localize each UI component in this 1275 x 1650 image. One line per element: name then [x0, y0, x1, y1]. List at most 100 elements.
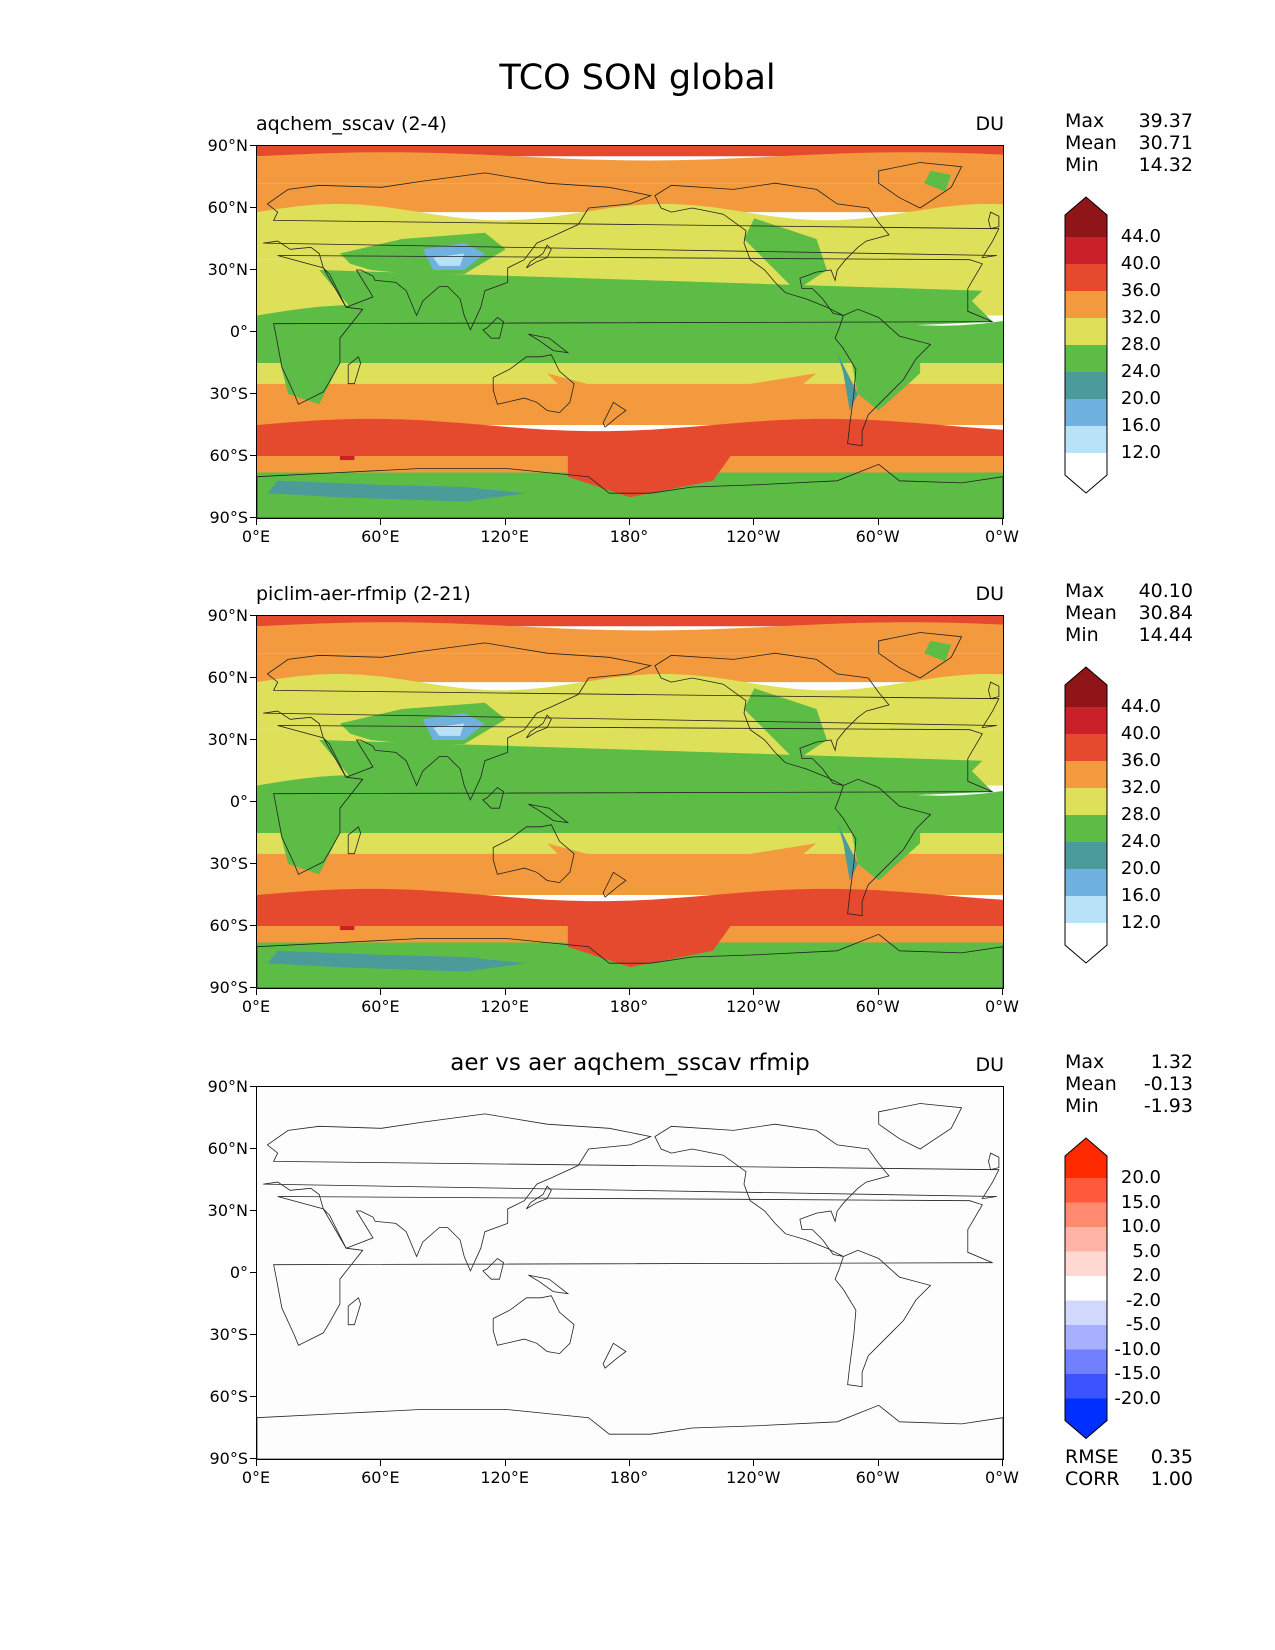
lat-tick-mark	[250, 1086, 256, 1087]
coastline-northamerica	[654, 652, 890, 786]
lon-tick-label: 60°E	[361, 527, 400, 546]
colorbar-segment	[1065, 1374, 1107, 1399]
colorbar-extend-min	[1065, 923, 1107, 963]
region-southern-max	[339, 456, 355, 461]
units-label: DU	[975, 583, 1004, 605]
colorbar-segment	[1065, 399, 1107, 427]
coastline-japan	[526, 1185, 552, 1210]
lat-tick-label: 60°N	[207, 198, 248, 217]
colorbar-extend-max	[1065, 1138, 1107, 1178]
coastline-southamerica	[834, 778, 932, 917]
units-label: DU	[975, 113, 1004, 135]
region-africa	[277, 270, 993, 405]
colorbar-segment	[1065, 869, 1107, 897]
coastline-southamerica	[834, 1249, 932, 1388]
map-plot[interactable]	[256, 615, 1004, 989]
colorbar-segment	[1065, 1227, 1107, 1252]
map-plot[interactable]	[256, 145, 1004, 519]
lon-tick-mark	[629, 1460, 630, 1466]
stat-max-label: Max	[1065, 580, 1105, 602]
colorbar-segment	[1065, 1178, 1107, 1203]
stat-mean-value: -0.13	[1143, 1073, 1193, 1095]
lat-tick-mark	[250, 925, 256, 926]
lon-tick-mark	[380, 989, 382, 995]
stat-max-value: 39.37	[1138, 110, 1193, 132]
lat-tick-mark	[250, 863, 256, 864]
coastline-newguinea	[528, 803, 570, 824]
region-ross-sea	[567, 921, 734, 968]
coastline-newzealand	[602, 401, 627, 428]
lat-tick-label: 30°S	[209, 854, 248, 873]
colorbar-graphic	[1064, 666, 1108, 964]
lat-tick-label: 60°N	[207, 668, 248, 687]
lat-tick-label: 90°S	[209, 1449, 248, 1468]
coastline-newzealand	[602, 1342, 627, 1369]
colorbar-tick-label: 12.0	[1120, 442, 1161, 463]
stat-max-label: Max	[1065, 110, 1105, 132]
panel-aqchem-sscav: aqchem_sscav (2-4) DU 90°N 60°N 30°N 0° 30°S…	[0, 110, 1275, 575]
colorbar-extend-max	[1065, 197, 1107, 237]
coastline-eurasia	[263, 642, 1000, 801]
lon-tick-mark	[380, 519, 382, 525]
colorbar-extend-min	[1065, 1398, 1107, 1439]
colorbar-segment	[1065, 426, 1107, 454]
lat-tick-mark	[250, 517, 256, 518]
lon-tick-label: 120°W	[726, 1468, 781, 1487]
lat-tick-mark	[250, 393, 256, 394]
lon-tick-mark	[1002, 1460, 1003, 1466]
contour-field	[257, 1087, 1003, 1459]
lon-tick-mark	[877, 1460, 879, 1466]
lat-tick-mark	[250, 677, 256, 678]
colorbar-outline	[1064, 1137, 1108, 1440]
corr-label: CORR	[1065, 1468, 1120, 1490]
coastline-greenland	[878, 1103, 963, 1150]
stat-mean-value: 30.71	[1138, 132, 1193, 154]
colorbar-tick-label: -15.0	[1114, 1363, 1161, 1384]
stat-max-value: 40.10	[1138, 580, 1193, 602]
lat-tick-label: 60°S	[209, 446, 248, 465]
panel-title: aqchem_sscav (2-4)	[256, 113, 447, 135]
colorbar-segment	[1065, 1300, 1107, 1326]
band-subarctic	[257, 622, 1003, 654]
stat-max-value: 1.32	[1150, 1051, 1193, 1073]
coastline-antarctica	[257, 933, 1003, 988]
units-label: DU	[975, 1054, 1004, 1076]
lat-tick-mark	[250, 455, 256, 456]
lat-tick-mark	[250, 739, 256, 740]
lat-tick-label: 30°S	[209, 1325, 248, 1344]
lon-tick-label: 60°W	[855, 1468, 900, 1487]
lon-tick-mark	[753, 989, 755, 995]
coastline-madagascar	[347, 356, 362, 385]
band-southern-ocean	[257, 888, 1003, 926]
lat-tick-mark	[250, 207, 256, 208]
colorbar-tick-label: 40.0	[1120, 723, 1161, 744]
colorbar-tick-label: 24.0	[1120, 831, 1161, 852]
lat-tick-label: 30°S	[209, 384, 248, 403]
region-antarctic-plateau	[267, 480, 527, 502]
lat-tick-mark	[250, 1148, 256, 1149]
region-greenland	[924, 640, 952, 662]
lon-tick-mark	[877, 519, 879, 525]
colorbar-segment	[1065, 291, 1107, 319]
lon-tick-mark	[504, 519, 506, 525]
colorbar-segment	[1065, 842, 1107, 870]
colorbar-tick-label: 28.0	[1120, 804, 1161, 825]
lon-tick-label: 0°E	[241, 527, 271, 546]
panel-title: piclim-aer-rfmip (2-21)	[256, 583, 471, 605]
contour-field	[257, 146, 1003, 518]
region-africa	[277, 740, 993, 875]
lat-tick-label: 90°N	[207, 136, 248, 155]
map-plot[interactable]	[256, 1086, 1004, 1460]
lat-tick-mark	[250, 1396, 256, 1397]
stat-min-label: Min	[1065, 154, 1099, 176]
lon-tick-mark	[1002, 519, 1003, 525]
lon-tick-label: 60°E	[361, 1468, 400, 1487]
colorbar-tick-label: 36.0	[1120, 750, 1161, 771]
coastline-madagascar	[347, 1297, 362, 1326]
lon-tick-label: 60°E	[361, 997, 400, 1016]
colorbar-outline	[1064, 666, 1108, 964]
lat-tick-label: 60°N	[207, 1139, 248, 1158]
coastline-antarctica	[257, 1404, 1003, 1459]
panel-stats: Max 39.37 Mean 30.71 Min 14.32	[1065, 110, 1193, 176]
coastline-greenland	[878, 162, 963, 209]
